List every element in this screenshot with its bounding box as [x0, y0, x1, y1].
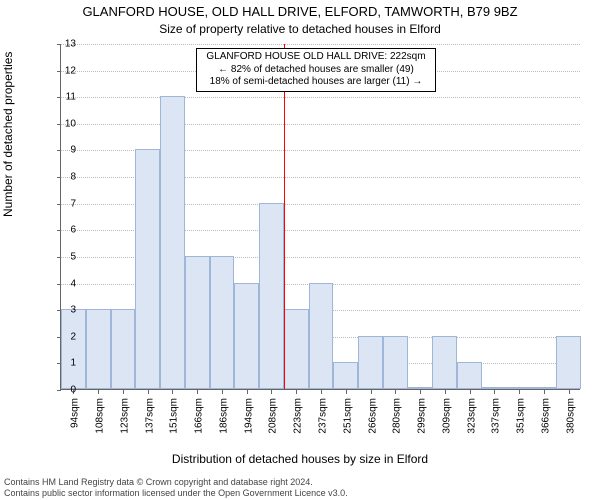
histogram-bar: [135, 149, 160, 389]
y-tick-label: 4: [48, 278, 76, 289]
histogram-bar: [482, 387, 507, 389]
footer-line-2: Contains public sector information licen…: [4, 488, 348, 498]
y-axis-label: Number of detached properties: [1, 52, 15, 217]
x-tick-label: 266sqm: [367, 398, 378, 434]
histogram-bar: [259, 203, 284, 389]
histogram-bar: [531, 387, 556, 389]
histogram-bar: [358, 336, 383, 389]
histogram-bar: [507, 387, 532, 389]
histogram-bar: [61, 309, 86, 389]
x-tick-label: 380sqm: [565, 398, 576, 434]
x-tick-label: 186sqm: [218, 398, 229, 434]
gridline: [61, 44, 580, 45]
annotation-line: 18% of semi-detached houses are larger (…: [201, 76, 431, 89]
gridline: [61, 124, 580, 125]
x-tick-label: 366sqm: [540, 398, 551, 434]
y-tick-label: 2: [48, 331, 76, 342]
y-tick-label: 8: [48, 172, 76, 183]
histogram-bar: [234, 283, 259, 389]
gridline: [61, 97, 580, 98]
chart-plot-area: GLANFORD HOUSE OLD HALL DRIVE: 222sqm← 8…: [60, 44, 580, 390]
y-tick-label: 9: [48, 145, 76, 156]
annotation-line: ← 82% of detached houses are smaller (49…: [201, 64, 431, 77]
histogram-bar: [284, 309, 309, 389]
x-tick-label: 223sqm: [293, 398, 304, 434]
y-tick-label: 13: [48, 39, 76, 50]
histogram-bar: [432, 336, 457, 389]
annotation-line: GLANFORD HOUSE OLD HALL DRIVE: 222sqm: [201, 51, 431, 64]
x-tick-label: 299sqm: [417, 398, 428, 434]
histogram-bar: [333, 362, 358, 389]
x-tick-label: 251sqm: [342, 398, 353, 434]
reference-vline: [284, 44, 285, 389]
y-tick-label: 3: [48, 305, 76, 316]
histogram-bar: [210, 256, 235, 389]
y-tick-label: 6: [48, 225, 76, 236]
x-tick-label: 309sqm: [441, 398, 452, 434]
histogram-bar: [408, 387, 433, 389]
x-tick-label: 108sqm: [95, 398, 106, 434]
x-axis-label: Distribution of detached houses by size …: [0, 452, 600, 466]
y-tick-label: 1: [48, 358, 76, 369]
histogram-bar: [457, 362, 482, 389]
histogram-bar: [185, 256, 210, 389]
x-tick-label: 208sqm: [268, 398, 279, 434]
x-tick-label: 151sqm: [169, 398, 180, 434]
y-tick-label: 0: [48, 385, 76, 396]
histogram-bar: [160, 96, 185, 389]
histogram-bar: [309, 283, 334, 389]
x-tick-label: 323sqm: [466, 398, 477, 434]
x-tick-label: 137sqm: [144, 398, 155, 434]
histogram-bar: [556, 336, 581, 389]
page-subtitle: Size of property relative to detached ho…: [0, 22, 600, 36]
y-tick-label: 5: [48, 251, 76, 262]
annotation-box: GLANFORD HOUSE OLD HALL DRIVE: 222sqm← 8…: [196, 48, 436, 92]
x-tick-label: 337sqm: [491, 398, 502, 434]
histogram-bar: [111, 309, 136, 389]
x-tick-label: 194sqm: [243, 398, 254, 434]
y-tick-label: 10: [48, 118, 76, 129]
x-tick-label: 351sqm: [516, 398, 527, 434]
histogram-bar: [383, 336, 408, 389]
footer-line-1: Contains HM Land Registry data © Crown c…: [4, 477, 348, 487]
y-tick-label: 12: [48, 65, 76, 76]
x-tick-label: 166sqm: [194, 398, 205, 434]
x-tick-label: 237sqm: [318, 398, 329, 434]
x-tick-label: 94sqm: [70, 398, 81, 428]
footer-attribution: Contains HM Land Registry data © Crown c…: [4, 477, 348, 498]
y-tick-label: 11: [48, 92, 76, 103]
x-tick-label: 123sqm: [119, 398, 130, 434]
histogram-bar: [86, 309, 111, 389]
x-tick-label: 280sqm: [392, 398, 403, 434]
page-title: GLANFORD HOUSE, OLD HALL DRIVE, ELFORD, …: [0, 4, 600, 19]
y-tick-label: 7: [48, 198, 76, 209]
